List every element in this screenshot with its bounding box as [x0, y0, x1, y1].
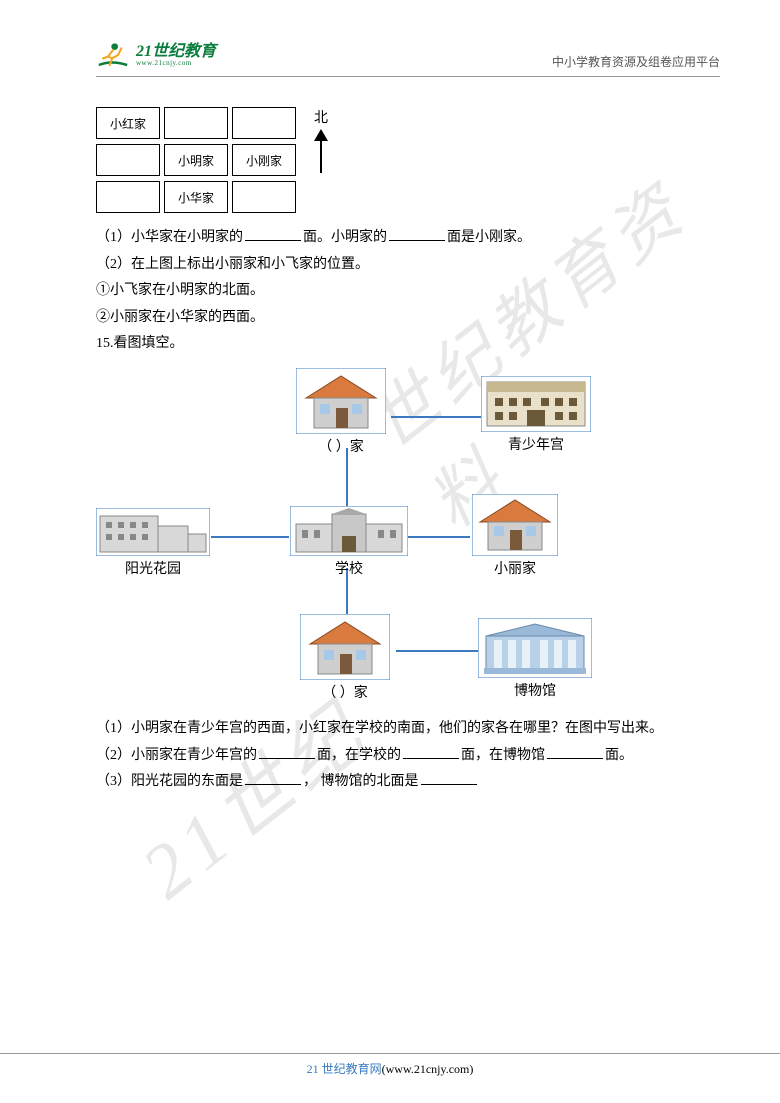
museum-icon	[478, 618, 592, 678]
north-arrow-icon	[314, 129, 328, 173]
house-icon	[472, 494, 558, 556]
q15-2b: 面，在学校的	[317, 748, 401, 763]
blank[interactable]	[245, 227, 301, 241]
connector	[396, 650, 478, 652]
blank[interactable]	[389, 227, 445, 241]
grid-cell	[164, 107, 228, 139]
connector	[211, 536, 289, 538]
q15-2a: （2）小丽家在青少年宫的	[96, 748, 257, 763]
grid-cell: 小红家	[96, 107, 160, 139]
q14-line1: （1）小华家在小明家的 面。小明家的 面是小刚家。	[96, 225, 720, 252]
q14-1b: 面。小明家的	[303, 230, 387, 245]
connector	[391, 416, 481, 418]
north-indicator: 北	[314, 107, 328, 173]
xiaoli-label: 小丽家	[494, 558, 536, 578]
youth-palace-icon	[481, 376, 591, 432]
logo-runner-icon	[96, 40, 130, 70]
q14-line4: ②小丽家在小华家的西面。	[96, 305, 720, 332]
connector	[408, 536, 470, 538]
q15-line1: （1）小明家在青少年宫的西面，小红家在学校的南面，他们的家各在哪里？在图中写出来…	[96, 716, 720, 743]
q14-1c: 面是小刚家。	[447, 230, 531, 245]
node-youth-palace: 青少年宫	[481, 376, 591, 454]
footer-url: (www.21cnjy.com)	[382, 1062, 474, 1076]
node-sunshine: 阳光花园	[96, 508, 210, 578]
q14-line2: （2）在上图上标出小丽家和小飞家的位置。	[96, 252, 720, 279]
house-icon	[300, 614, 390, 680]
grid-cell	[96, 181, 160, 213]
connector	[346, 448, 348, 510]
q15-map-figure: （ ）家 青少年宫 阳光花	[96, 368, 626, 708]
q15-3b: ， 博物馆的北面是	[303, 774, 419, 789]
q15-3a: （3）阳光花园的东面是	[96, 774, 243, 789]
logo: 21世纪教育 www.21cnjy.com	[96, 40, 216, 70]
museum-label: 博物馆	[514, 680, 556, 700]
grid-cell: 小华家	[164, 181, 228, 213]
youth-palace-label: 青少年宫	[508, 434, 564, 454]
top-house-label: （ ）家	[318, 436, 364, 456]
house-icon	[296, 368, 386, 434]
grid-cell	[232, 107, 296, 139]
node-museum: 博物馆	[478, 618, 592, 700]
q14-line3: ①小飞家在小明家的北面。	[96, 278, 720, 305]
grid-cell: 小刚家	[232, 144, 296, 176]
grid-cell	[232, 181, 296, 213]
grid-cell: 小明家	[164, 144, 228, 176]
blank[interactable]	[259, 745, 315, 759]
q14-1a: （1）小华家在小明家的	[96, 230, 243, 245]
q14-grid-figure: 小红家 小明家 小刚家 小华家 北	[96, 107, 416, 213]
q15-2d: 面。	[605, 748, 633, 763]
grid-cell	[96, 144, 160, 176]
page-header: 21世纪教育 www.21cnjy.com 中小学教育资源及组卷应用平台	[96, 40, 720, 77]
page-footer: 21 世纪教育网(www.21cnjy.com)	[0, 1053, 780, 1077]
q15-2c: 面，在博物馆	[461, 748, 545, 763]
node-top-house: （ ）家	[296, 368, 386, 456]
q15-line2: （2）小丽家在青少年宫的 面，在学校的 面，在博物馆 面。	[96, 743, 720, 770]
node-school: 学校	[290, 506, 408, 578]
logo-sub-text: www.21cnjy.com	[136, 60, 216, 67]
blank[interactable]	[403, 745, 459, 759]
north-label: 北	[314, 107, 328, 127]
sunshine-label: 阳光花园	[125, 558, 181, 578]
school-icon	[290, 506, 408, 556]
node-xiaoli: 小丽家	[472, 494, 558, 578]
footer-brand: 21 世纪教育网	[307, 1062, 382, 1076]
blank[interactable]	[421, 771, 477, 785]
q15-title: 15.看图填空。	[96, 331, 720, 358]
sunshine-icon	[96, 508, 210, 556]
blank[interactable]	[245, 771, 301, 785]
q15-line3: （3）阳光花园的东面是 ， 博物馆的北面是	[96, 769, 720, 796]
school-label: 学校	[335, 558, 363, 578]
blank[interactable]	[547, 745, 603, 759]
node-bottom-house: （ ）家	[300, 614, 390, 702]
bottom-house-label: （ ）家	[322, 682, 368, 702]
header-right-text: 中小学教育资源及组卷应用平台	[552, 53, 720, 70]
logo-main-text: 21世纪教育	[136, 44, 216, 60]
